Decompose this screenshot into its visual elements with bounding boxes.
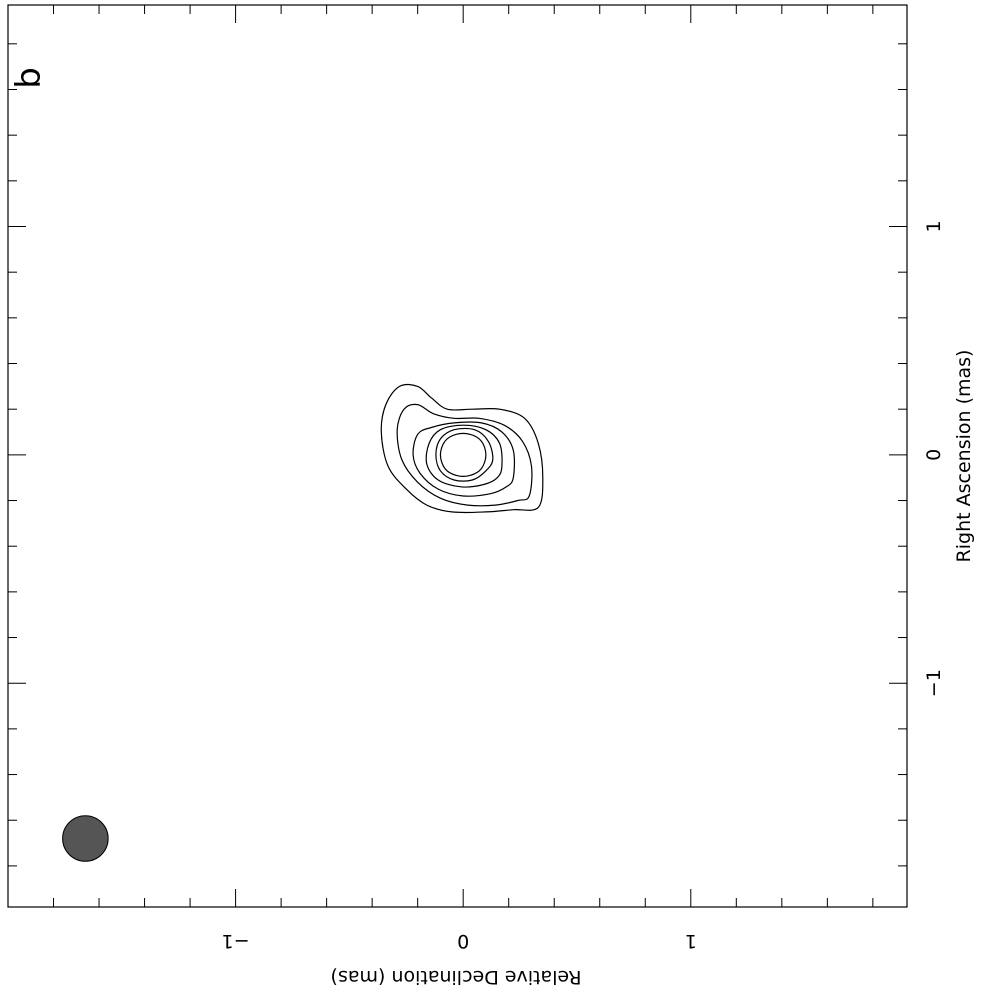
beam-ellipse <box>62 815 109 862</box>
y-axis-label: Relative Declination (mas) <box>331 966 582 988</box>
ticks: 1 0 −1 −1 0 1 <box>7 5 945 952</box>
ra-tick-label: −1 <box>923 669 945 697</box>
dec-tick-label: 0 <box>457 930 469 952</box>
contour-level-1 <box>380 383 544 514</box>
contour-group <box>380 383 544 514</box>
x-axis-label: Right Ascension (mas) <box>953 350 975 563</box>
ra-tick-label: 1 <box>923 220 945 232</box>
dec-tick-label: 1 <box>685 930 697 952</box>
contour-level-5 <box>435 427 494 482</box>
contour-level-4 <box>425 424 503 488</box>
plot-frame <box>7 4 908 908</box>
panel-label-text: b <box>9 67 49 89</box>
panel-label: b <box>9 67 49 89</box>
contour-level-3 <box>412 421 516 497</box>
contour-level-6 <box>439 432 487 477</box>
dec-tick-label: −1 <box>222 930 250 952</box>
contour-level-2 <box>396 403 533 507</box>
ra-tick-label: 0 <box>923 449 945 461</box>
